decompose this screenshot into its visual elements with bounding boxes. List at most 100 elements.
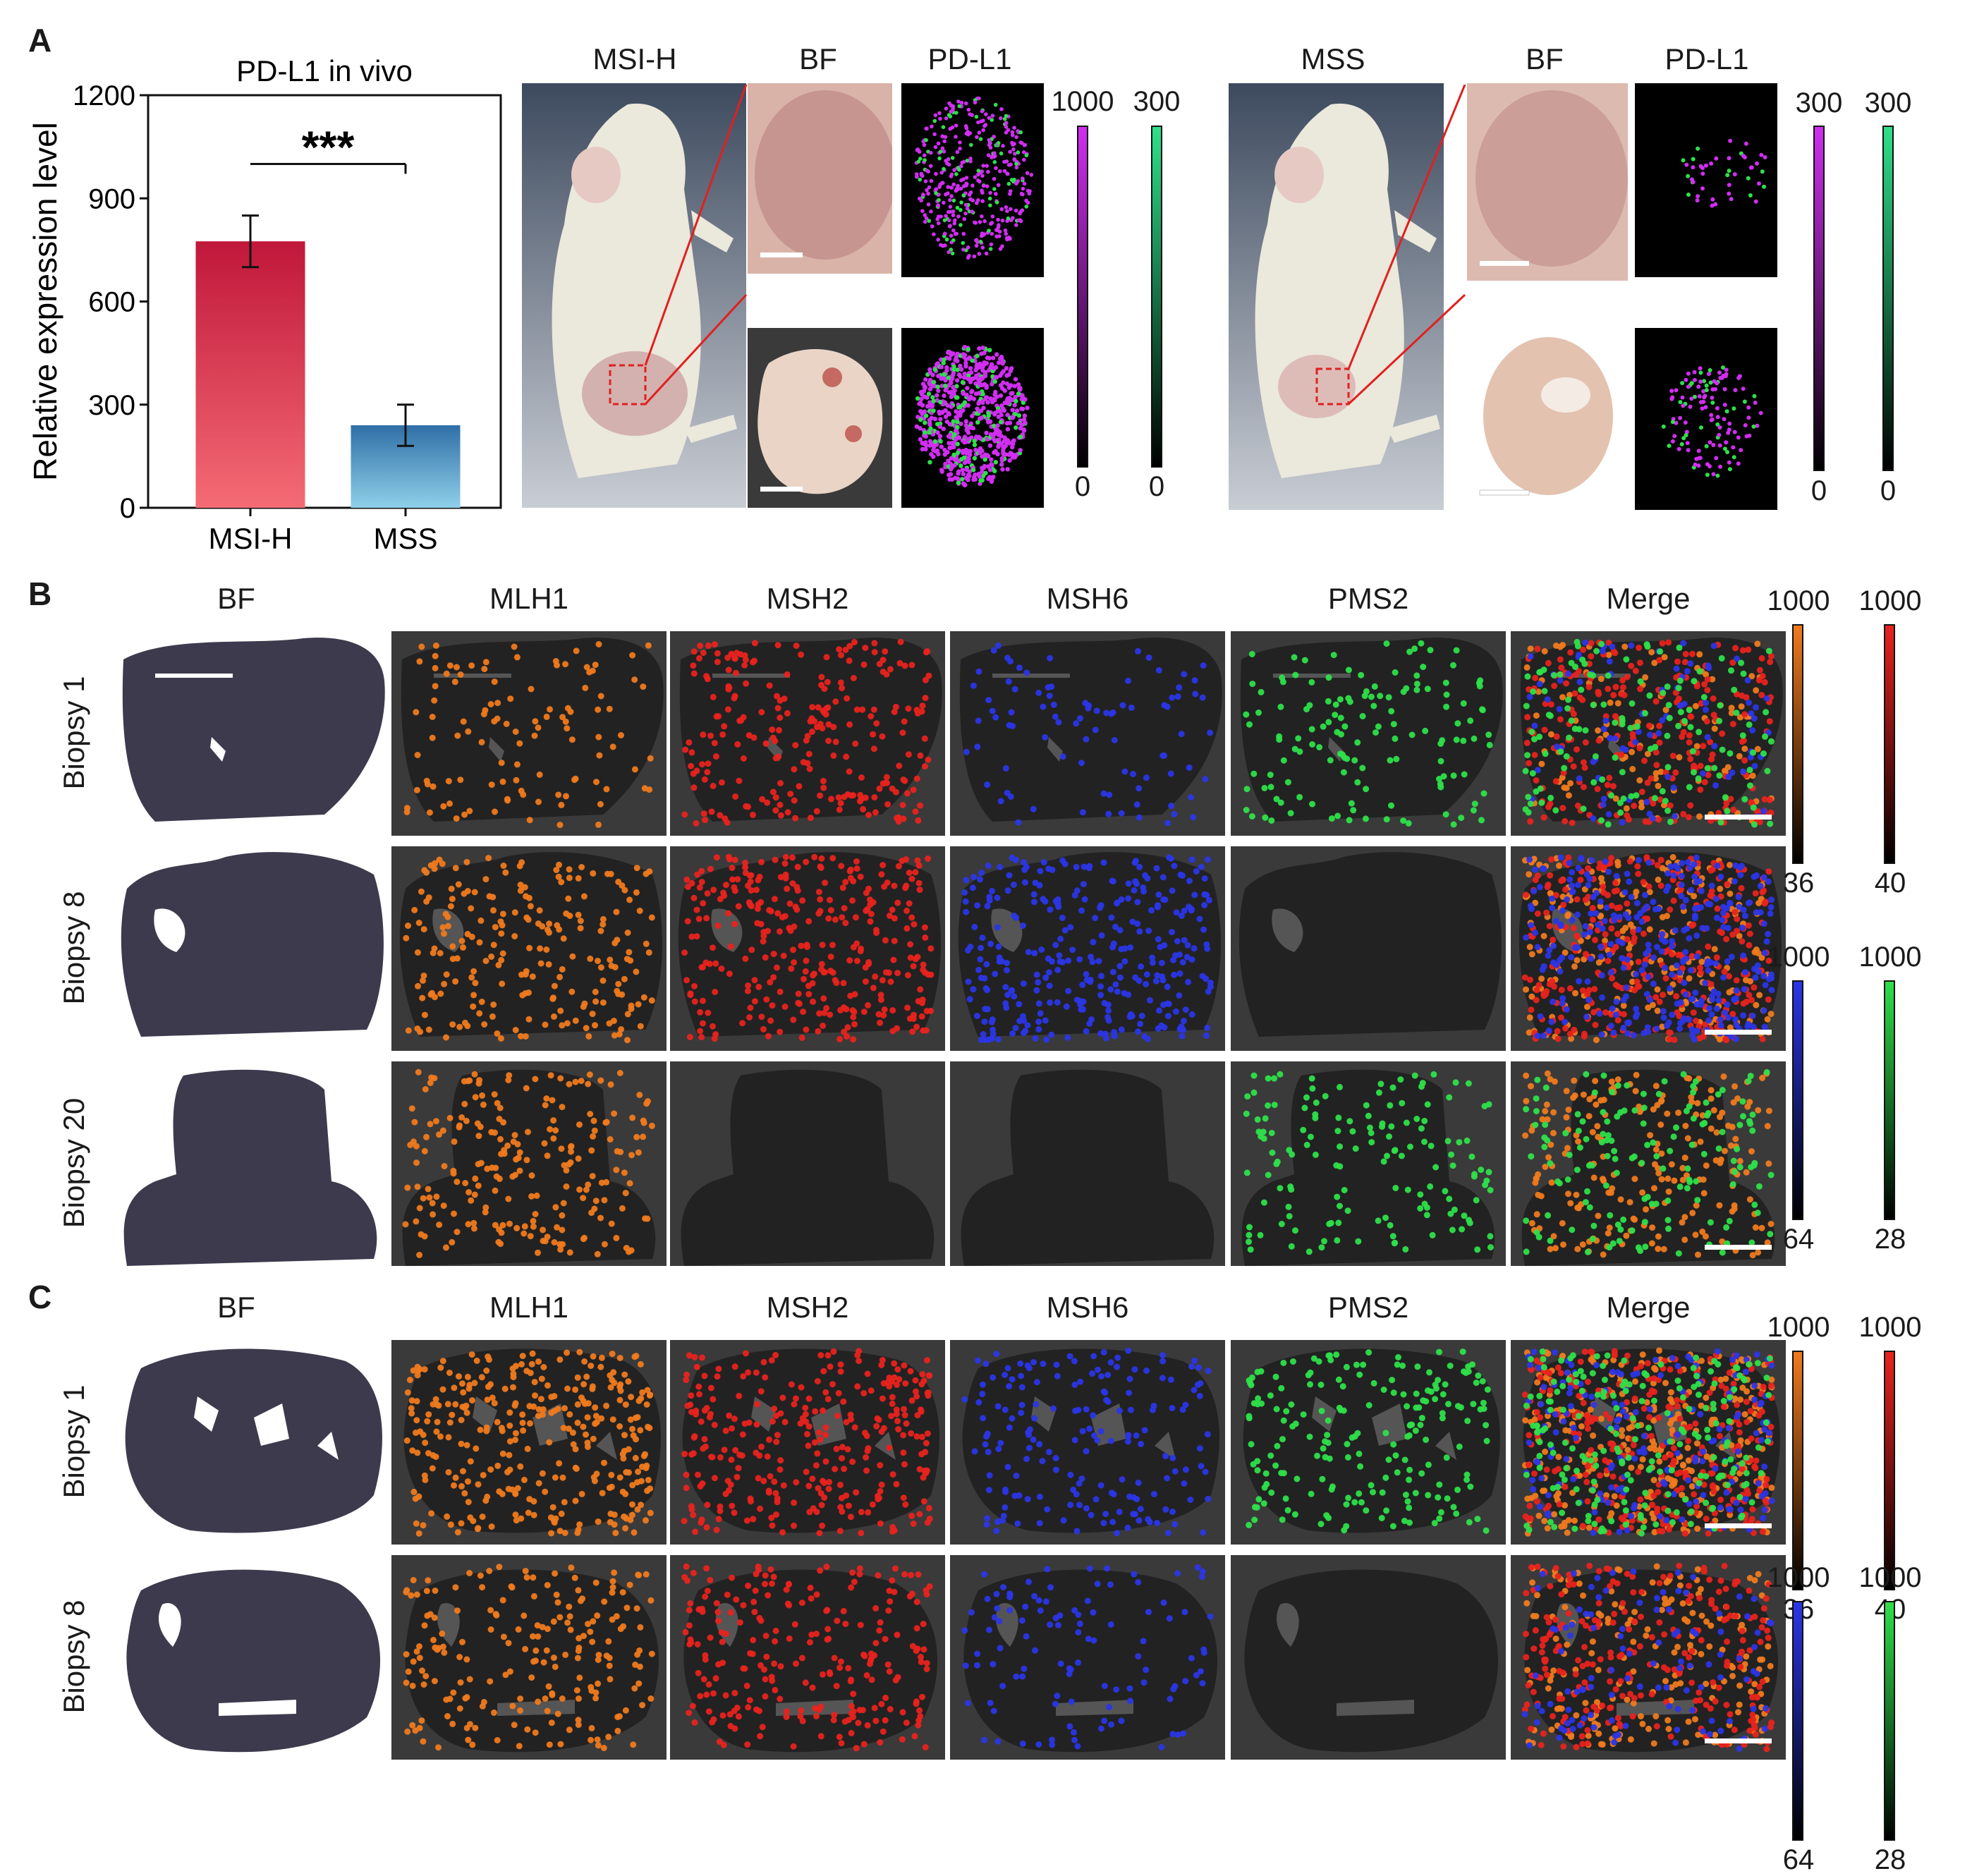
panel-b-merge-image xyxy=(1511,1061,1786,1266)
panel-c-pms2-image xyxy=(1231,1340,1506,1545)
panel-b-bf-image xyxy=(113,631,388,836)
panel-b-cbar-orange-min: 36 xyxy=(1760,867,1837,899)
panel-b-msh2-image xyxy=(670,631,945,836)
panel-b-cbar-green xyxy=(1884,980,1895,1220)
panel-b-cbar-red-max: 1000 xyxy=(1851,585,1929,617)
panel-b-pms2-image xyxy=(1231,846,1506,1051)
panel-c-merge-image xyxy=(1511,1340,1786,1545)
msih-pdl1-skin xyxy=(901,83,1044,277)
panel-b-row-label: Biopsy 1 xyxy=(57,627,91,839)
panel-c-cbar-green xyxy=(1884,1601,1895,1841)
msih-zoom-lines xyxy=(522,83,755,508)
mss-bf-label: BF xyxy=(1474,42,1615,76)
panel-label-b: B xyxy=(28,575,51,613)
x-tick-label: MSI-H xyxy=(209,522,293,555)
panel-b-mlh1-image xyxy=(391,846,667,1051)
panel-c-cbar-blue xyxy=(1792,1601,1803,1841)
panel-b-cbar-blue xyxy=(1792,980,1803,1220)
panel-c-msh6-image xyxy=(950,1555,1225,1760)
panel-b-msh2-image xyxy=(670,846,945,1051)
panel-c-pms2-image xyxy=(1231,1555,1506,1760)
panel-c-bf-image xyxy=(113,1340,388,1545)
scale-bar xyxy=(1705,1523,1772,1528)
panel-c-mlh1-image xyxy=(391,1340,667,1545)
panel-b-cbar-red-min: 40 xyxy=(1851,867,1929,899)
panel-b-msh6-image xyxy=(950,846,1225,1051)
panel-c-cbar-blue-min: 64 xyxy=(1760,1844,1837,1876)
mss-cbar-magenta xyxy=(1813,126,1825,471)
y-tick-label: 1200 xyxy=(73,80,135,111)
mss-cbar-green-min: 0 xyxy=(1849,475,1927,507)
panel-b-col-header-msh2: MSH2 xyxy=(670,582,945,616)
mss-title: MSS xyxy=(1255,42,1411,76)
y-tick-label: 300 xyxy=(88,390,135,421)
msih-title: MSI-H xyxy=(550,42,719,76)
scale-bar xyxy=(1705,1738,1772,1743)
msih-bf-tumor xyxy=(748,328,892,508)
panel-c-col-header-mlh1: MLH1 xyxy=(391,1291,667,1324)
panel-c-col-header-pms2: PMS2 xyxy=(1231,1291,1506,1324)
panel-c-mlh1-image xyxy=(391,1555,667,1760)
panel-b-cbar-blue-max: 1000 xyxy=(1760,942,1837,973)
significance-stars: *** xyxy=(302,122,355,173)
panel-b-col-header-pms2: PMS2 xyxy=(1231,582,1506,616)
panel-b-cbar-blue-min: 64 xyxy=(1760,1224,1837,1255)
panel-b-row-label: Biopsy 20 xyxy=(57,1057,91,1269)
panel-b-col-header-bf: BF xyxy=(99,582,374,616)
y-axis-label: Relative expression level xyxy=(28,122,63,481)
y-tick-label: 0 xyxy=(120,493,135,524)
panel-c-msh2-image xyxy=(670,1555,945,1760)
mss-zoom-lines xyxy=(1229,83,1468,510)
y-tick-label: 900 xyxy=(88,183,135,214)
panel-c-cbar-red-max: 1000 xyxy=(1851,1312,1929,1344)
chart-title: PD-L1 in vivo xyxy=(236,54,413,87)
bar-msi-h xyxy=(196,241,305,508)
panel-b-mlh1-image xyxy=(391,1061,667,1266)
msih-bf-skin xyxy=(748,83,892,274)
panel-c-col-header-msh2: MSH2 xyxy=(670,1291,945,1324)
scale-bar xyxy=(1705,1030,1772,1035)
msih-cbar-magenta xyxy=(1077,126,1088,468)
mss-pdl1-skin xyxy=(1635,83,1777,277)
msih-pdl1-label: PD-L1 xyxy=(899,42,1040,76)
panel-b-row-label: Biopsy 8 xyxy=(57,842,91,1054)
panel-c-cbar-orange xyxy=(1792,1351,1803,1590)
mss-bf-tumor xyxy=(1467,328,1628,510)
msih-cbar-green-min: 0 xyxy=(1118,471,1195,503)
panel-b-bf-image xyxy=(113,1061,388,1266)
panel-b-cbar-orange-max: 1000 xyxy=(1760,585,1837,617)
panel-b-col-header-msh6: MSH6 xyxy=(950,582,1225,616)
panel-c-row-label: Biopsy 1 xyxy=(57,1336,91,1547)
panel-c-merge-image xyxy=(1511,1555,1786,1760)
panel-b-merge-image xyxy=(1511,846,1786,1051)
panel-c-msh6-image xyxy=(950,1340,1225,1545)
y-tick-label: 600 xyxy=(88,287,135,318)
panel-b-mlh1-image xyxy=(391,631,667,836)
msih-cbar-green xyxy=(1151,126,1162,468)
panel-c-cbar-orange-max: 1000 xyxy=(1760,1312,1837,1344)
panel-c-col-header-merge: Merge xyxy=(1511,1291,1786,1324)
panel-b-cbar-red xyxy=(1884,624,1895,864)
panel-b-merge-image xyxy=(1511,631,1786,836)
panel-b-bf-image xyxy=(113,846,388,1051)
panel-b-cbar-green-min: 28 xyxy=(1851,1224,1929,1255)
panel-b-msh2-image xyxy=(670,1061,945,1266)
panel-b-msh6-image xyxy=(950,631,1225,836)
mss-pdl1-tumor xyxy=(1635,328,1777,510)
msih-pdl1-tumor xyxy=(901,328,1044,508)
panel-c-cbar-green-max: 1000 xyxy=(1851,1562,1929,1594)
mss-bf-skin xyxy=(1467,83,1628,281)
msih-bf-label: BF xyxy=(748,42,889,76)
panel-b-col-header-merge: Merge xyxy=(1511,582,1786,616)
msih-cbar-magenta-min: 0 xyxy=(1044,471,1121,503)
mss-cbar-green-max: 300 xyxy=(1849,87,1927,119)
mss-cbar-magenta-max: 300 xyxy=(1780,87,1858,119)
mss-cbar-green xyxy=(1882,126,1894,471)
mss-pdl1-label: PD-L1 xyxy=(1636,42,1777,76)
msih-cbar-magenta-max: 1000 xyxy=(1044,86,1121,118)
panel-c-col-header-msh6: MSH6 xyxy=(950,1291,1225,1324)
panel-c-bf-image xyxy=(113,1555,388,1760)
panel-b-msh6-image xyxy=(950,1061,1225,1266)
panel-b-col-header-mlh1: MLH1 xyxy=(391,582,667,616)
scale-bar xyxy=(1705,815,1772,820)
